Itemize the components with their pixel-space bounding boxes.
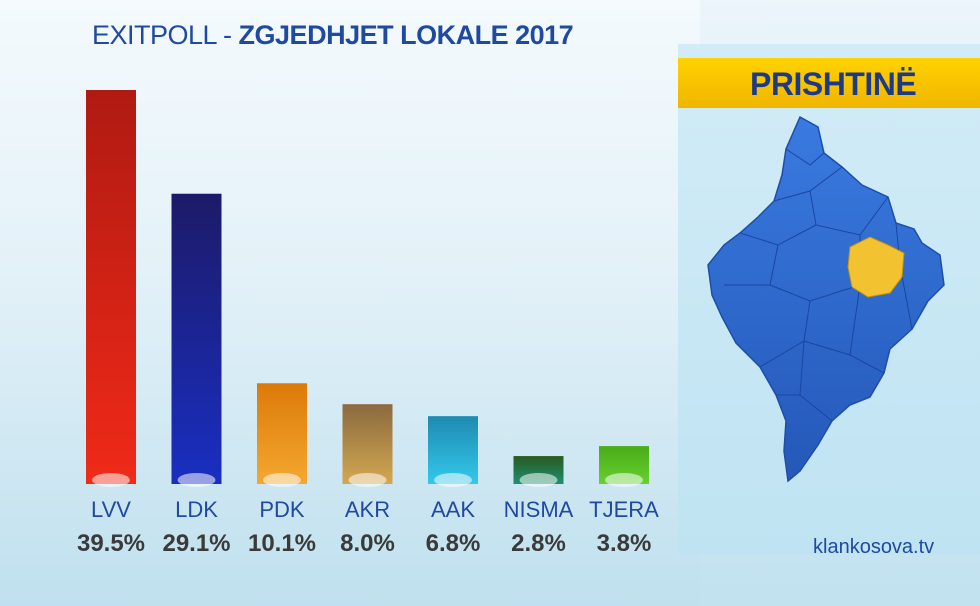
category-label-pdk: PDK <box>259 497 305 522</box>
kosovo-outline <box>707 115 945 483</box>
value-label-lvv: 39.5% <box>77 530 145 557</box>
value-label-tjera: 3.8% <box>597 530 652 557</box>
bar-glow-tjera <box>605 473 643 487</box>
bar-glow-lvv <box>92 473 130 487</box>
value-label-akr: 8.0% <box>340 530 395 557</box>
value-label-pdk: 10.1% <box>248 530 316 557</box>
region-name: PRISHTINË <box>750 66 917 102</box>
bar-glow-nisma <box>519 473 558 487</box>
bar-chart: LVV 39.5% LDK 29.1% PDK 10.1% AKR 8.0% AAK 6.8% NI… <box>77 90 659 557</box>
category-label-tjera: TJERA <box>589 497 659 522</box>
category-label-nisma: NISMA <box>504 497 574 522</box>
chart-title: EXITPOLL - ZGJEDHJET LOKALE 2017 <box>92 20 574 51</box>
kosovo-map <box>707 115 945 483</box>
category-label-ldk: LDK <box>175 497 218 522</box>
bar-glow-ldk <box>177 473 216 487</box>
bar-glow-akr <box>348 473 387 487</box>
title-prefix: EXITPOLL - <box>92 20 239 50</box>
municipality-borders <box>724 148 913 422</box>
bar-aak <box>428 416 478 484</box>
category-label-aak: AAK <box>431 497 475 522</box>
bar-pdk <box>257 383 307 484</box>
bar-lvv <box>86 90 136 484</box>
title-main: ZGJEDHJET LOKALE 2017 <box>238 20 574 50</box>
category-label-lvv: LVV <box>91 497 131 522</box>
value-label-aak: 6.8% <box>426 530 481 557</box>
value-label-ldk: 29.1% <box>162 530 230 557</box>
region-banner: PRISHTINË <box>678 58 980 108</box>
bar-glow-aak <box>434 473 472 487</box>
prishtine-highlight <box>847 236 905 298</box>
bar-ldk <box>171 193 222 485</box>
category-label-akr: AKR <box>345 497 390 522</box>
source-label: klankosova.tv <box>813 536 935 558</box>
bar-akr <box>342 404 393 484</box>
value-label-nisma: 2.8% <box>511 530 566 557</box>
bar-glow-pdk <box>263 473 301 487</box>
